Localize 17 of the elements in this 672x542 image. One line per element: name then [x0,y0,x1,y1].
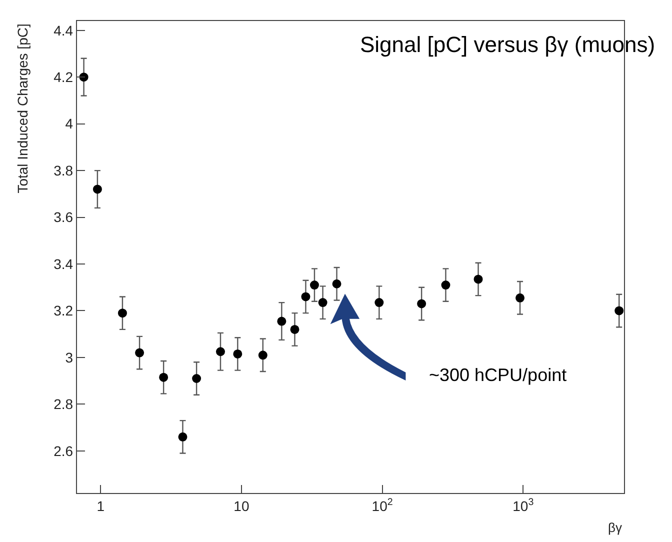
y-tick-label: 3 [65,349,74,366]
x-tick-label: 10 [234,498,250,514]
y-axis-title: Total Induced Charges [pC] [14,24,30,194]
y-tick-label: 4 [65,116,74,132]
x-tick-label: 10$^{3}$ [512,497,534,514]
y-tick-label: 4.2 [54,68,74,85]
y-tick-label: 2.6 [54,442,74,459]
y-tick-label: 3.2 [54,302,74,319]
y-tick-label: 4.4 [54,22,74,38]
annotation: ~300 hCPU/point [429,365,567,385]
y-tick-label: 2.8 [54,396,74,412]
y-tick-label: 3.4 [54,256,74,272]
y-tick-label: 3.6 [54,209,74,226]
x-tick-label: 1 [96,498,105,514]
y-tick-label: 3.8 [54,162,74,178]
x-axis-title: βγ [608,520,622,535]
x-tick-label: 10$^{2}$ [372,497,393,514]
